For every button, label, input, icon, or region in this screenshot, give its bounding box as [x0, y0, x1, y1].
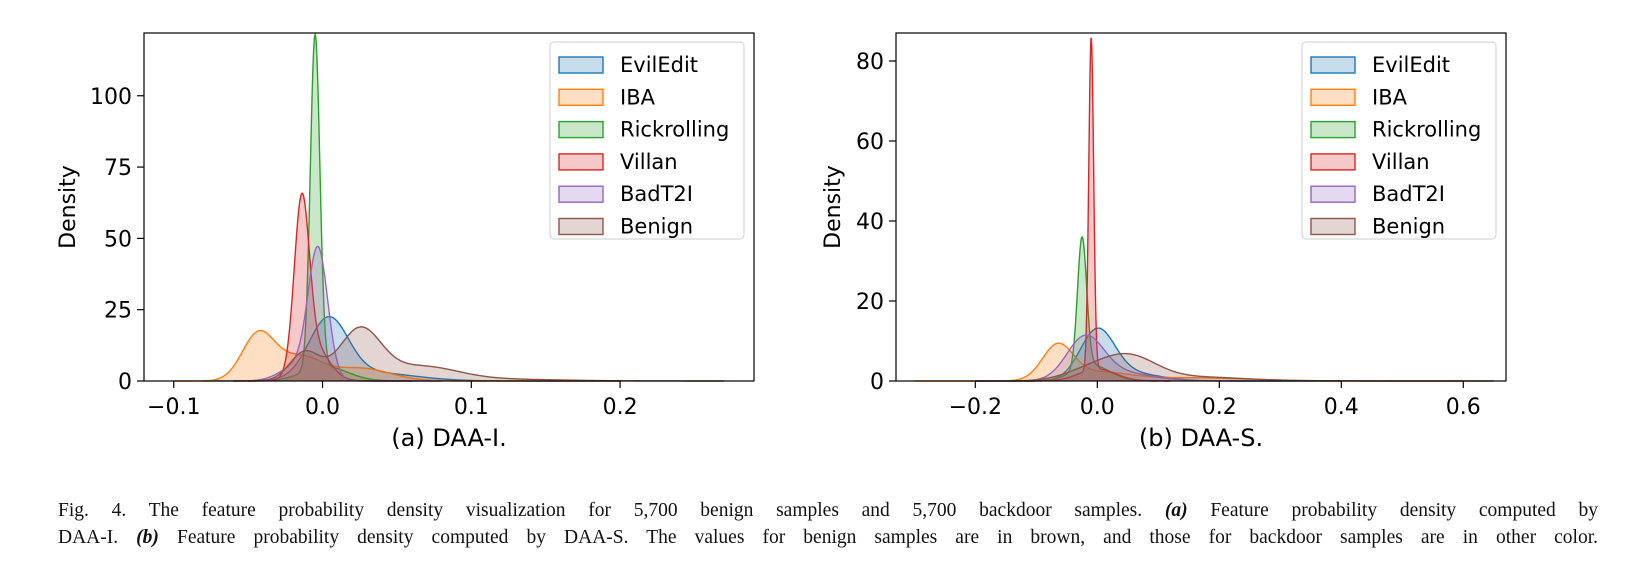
legend-swatch-badt2i: [1310, 185, 1356, 203]
y-tick-label: 80: [856, 50, 884, 75]
legend-label-eviledit: EvilEdit: [1372, 53, 1450, 77]
y-tick-label: 60: [856, 130, 884, 155]
x-tick-label: −0.2: [949, 395, 1002, 420]
density-fill-iba: [914, 343, 1464, 381]
caption-line1-a: Fig. 4. The feature probability density …: [58, 500, 1143, 521]
legend-swatch-iba: [558, 88, 604, 107]
legend-label-rickrolling: Rickrolling: [1372, 118, 1481, 142]
legend-swatch-benign: [1310, 217, 1356, 236]
x-tick-label: 0.4: [1324, 395, 1359, 420]
legend-swatch-rickrolling: [558, 120, 604, 139]
x-tick-label: 0.2: [1202, 395, 1237, 420]
y-tick-label: 25: [104, 299, 132, 324]
x-tick-label: 0.0: [305, 395, 340, 420]
y-tick-label: 20: [856, 290, 884, 315]
legend-box: [549, 41, 745, 240]
y-tick-label: 50: [104, 227, 132, 252]
legend-box: [1301, 41, 1497, 240]
density-fill-badt2i: [975, 335, 1281, 381]
y-tick-label: 40: [856, 210, 884, 235]
y-tick-label: 0: [118, 370, 132, 395]
figure-caption: Fig. 4. The feature probability density …: [58, 497, 1598, 551]
legend-swatch-eviledit: [558, 56, 604, 74]
density-fill-rickrolling: [1005, 236, 1159, 381]
x-tick-label: 0.2: [603, 395, 638, 420]
caption-line1-c: Feature probability density computed by: [1187, 500, 1599, 521]
plot-frame: [895, 32, 1507, 382]
caption-line2-a: DAA-I.: [58, 527, 119, 548]
legend-label-badt2i: BadT2I: [620, 182, 693, 206]
legend-label-rickrolling: Rickrolling: [620, 118, 729, 142]
legend-swatch-rickrolling: [1310, 120, 1356, 139]
y-tick-label: 0: [870, 370, 884, 395]
density-fill-eviledit: [203, 316, 621, 381]
x-tick-label: −0.1: [147, 395, 200, 420]
x-tick-label: 0.0: [1080, 395, 1115, 420]
legend-label-iba: IBA: [620, 85, 656, 109]
legend-swatch-villan: [558, 153, 604, 171]
panel-title: (a) DAA-I.: [391, 424, 506, 452]
density-areas: [173, 32, 725, 382]
density-fill-benign: [233, 326, 725, 381]
caption-tag-a: (a): [1164, 500, 1188, 521]
legend-label-villan: Villan: [1372, 150, 1430, 174]
caption-tag-b: (b): [136, 527, 159, 548]
legend-label-badt2i: BadT2I: [1372, 182, 1445, 206]
legend-swatch-eviledit: [1310, 56, 1356, 74]
legend: EvilEdit IBA Rickrolling Villan BadT2I Benign: [1301, 41, 1497, 240]
legend: EvilEdit IBA Rickrolling Villan BadT2I Benign: [549, 41, 745, 240]
figure-canvas: −0.1 0.0 0.1 0.2 0 25 50 75 100 Density (a) DAA-I.…: [56, 32, 1507, 452]
legend-label-eviledit: EvilEdit: [620, 53, 698, 77]
chart-panel-daa-s: −0.2 0.0 0.2 0.4 0.6 0 20 40 60 80 Density (b) DAA-…: [821, 32, 1507, 452]
y-axis-label: Density: [56, 165, 81, 249]
y-axis-label: Density: [821, 165, 846, 249]
legend-label-benign: Benign: [1372, 215, 1445, 239]
chart-panel-daa-i: −0.1 0.0 0.1 0.2 0 25 50 75 100 Density (a) DAA-I.…: [56, 32, 755, 452]
panel-title: (b) DAA-S.: [1139, 424, 1263, 452]
x-tick-label: 0.1: [454, 395, 489, 420]
legend-label-villan: Villan: [620, 150, 678, 174]
legend-swatch-badt2i: [558, 185, 604, 203]
legend-swatch-benign: [558, 217, 604, 236]
caption-line2-c: Feature probability density computed by …: [158, 527, 1598, 548]
legend-label-benign: Benign: [620, 215, 693, 239]
plot-frame: [143, 32, 755, 382]
legend-swatch-iba: [1310, 88, 1356, 107]
x-tick-label: 0.6: [1446, 395, 1481, 420]
legend-swatch-villan: [1310, 153, 1356, 171]
legend-label-iba: IBA: [1372, 85, 1408, 109]
y-tick-label: 75: [104, 156, 132, 181]
y-tick-label: 100: [90, 85, 132, 110]
density-fill-benign: [975, 353, 1494, 381]
